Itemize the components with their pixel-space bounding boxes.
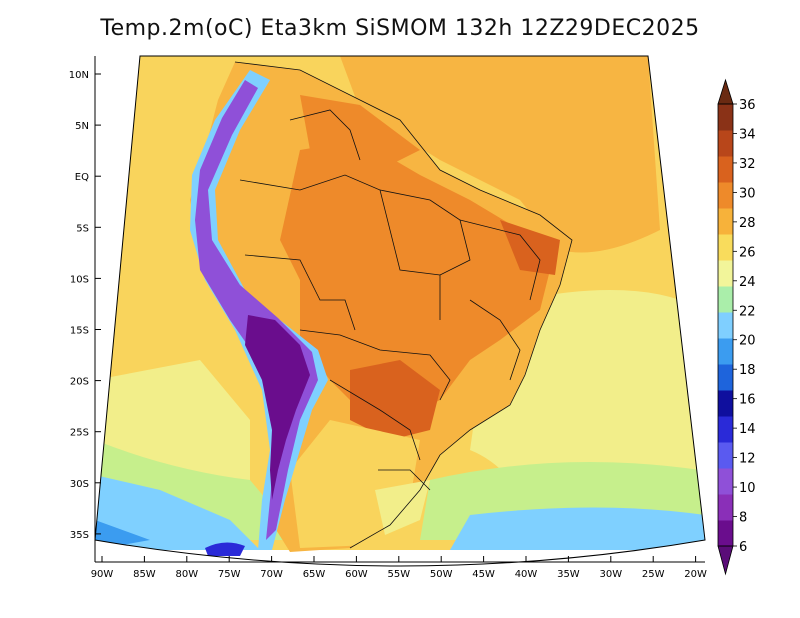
colorbar-label: 10 [739,481,756,496]
colorbar-frame [717,103,734,547]
lon-tick-label: 50W [430,569,453,580]
colorbar-label: 6 [739,540,747,555]
ocean-warm-north-atlantic [340,56,660,253]
lat-tick-label: 30S [70,479,89,490]
colorbar-segment [718,468,733,495]
colorbar-label: 36 [739,98,756,113]
andes-core [245,315,310,500]
andes-south-patch [205,542,245,556]
colorbar-label: 30 [739,186,756,201]
lon-tick-label: 55W [387,569,410,580]
lat-tick-label: 10N [69,70,89,81]
colorbar-segment [718,338,733,365]
lon-tick-label: 70W [260,569,283,580]
colorbar-label: 26 [739,245,756,260]
lat-tick-label: 5S [76,223,89,234]
lat-tick-label: 35S [70,530,89,541]
lat-tick-label: 5N [75,121,89,132]
colorbar-segment [718,390,733,417]
map-frame [94,55,706,567]
colorbar-label: 8 [739,511,747,526]
lon-tick-label: 25W [642,569,665,580]
colorbar-label: 32 [739,157,756,172]
lat-tick-label: 10S [70,274,89,285]
colorbar-segment [718,104,733,131]
colorbar-segment [718,364,733,391]
colorbar-label: 20 [739,334,756,349]
lon-tick-label: 75W [218,569,241,580]
colorbar-segment [718,416,733,443]
colorbar-segment [718,442,733,469]
colorbar-label: 22 [739,304,756,319]
lon-tick-label: 45W [472,569,495,580]
political-borders [234,61,573,549]
lat-tick-label: 20S [70,377,89,388]
lon-tick-label: 85W [133,569,156,580]
colorbar-segment [718,260,733,287]
colorbar-segment [718,234,733,261]
lon-tick-label: 20W [684,569,707,580]
map-area [95,56,705,556]
lon-tick-label: 35W [557,569,580,580]
lat-tick-label: 15S [70,326,89,337]
colorbar-label: 18 [739,363,756,378]
colorbar-label: 24 [739,275,756,290]
latitude-ticks: 10N 5N EQ 5S 10S 15S 20S 25S 30S 35S [69,70,101,541]
lon-tick-label: 65W [303,569,326,580]
colorbar-label: 28 [739,216,756,231]
colorbar: 6 8 10 12 14 16 18 20 22 24 26 28 30 32 34 36 [717,78,756,576]
colorbar-segment [718,208,733,235]
colorbar-max-arrow [717,78,734,105]
lat-tick-label: 25S [70,428,89,439]
ocean-cold-blue [95,475,260,550]
land-very-hot-region [350,360,440,440]
colorbar-segment [718,156,733,183]
colorbar-segment [718,182,733,209]
colorbar-label: 12 [739,452,756,467]
lon-tick-label: 90W [91,569,114,580]
colorbar-segment [718,520,733,547]
ocean-cold-blue-south [450,507,705,550]
colorbar-segment [718,286,733,313]
lon-tick-label: 30W [599,569,622,580]
colorbar-segment [718,312,733,339]
land-cool-south [375,480,430,535]
lon-tick-label: 60W [345,569,368,580]
lat-tick-label: EQ [75,172,89,183]
colorbar-min-arrow [717,545,734,576]
longitude-ticks: 90W 85W 80W 75W 70W 65W 60W 55W 50W 45W 40W 35W 30W 2… [91,556,707,580]
map-title: Temp.2m(oC) Eta3km SiSMOM 132h 12Z29DEC2… [100,16,700,41]
colorbar-label: 14 [739,422,756,437]
lon-tick-label: 40W [515,569,538,580]
land-hot-north [300,95,420,170]
colorbar-segment [718,494,733,521]
colorbar-label: 16 [739,393,756,408]
colorbar-segment [718,130,733,157]
lon-tick-label: 80W [175,569,198,580]
land-hot-region [280,140,555,420]
colorbar-label: 34 [739,127,756,142]
